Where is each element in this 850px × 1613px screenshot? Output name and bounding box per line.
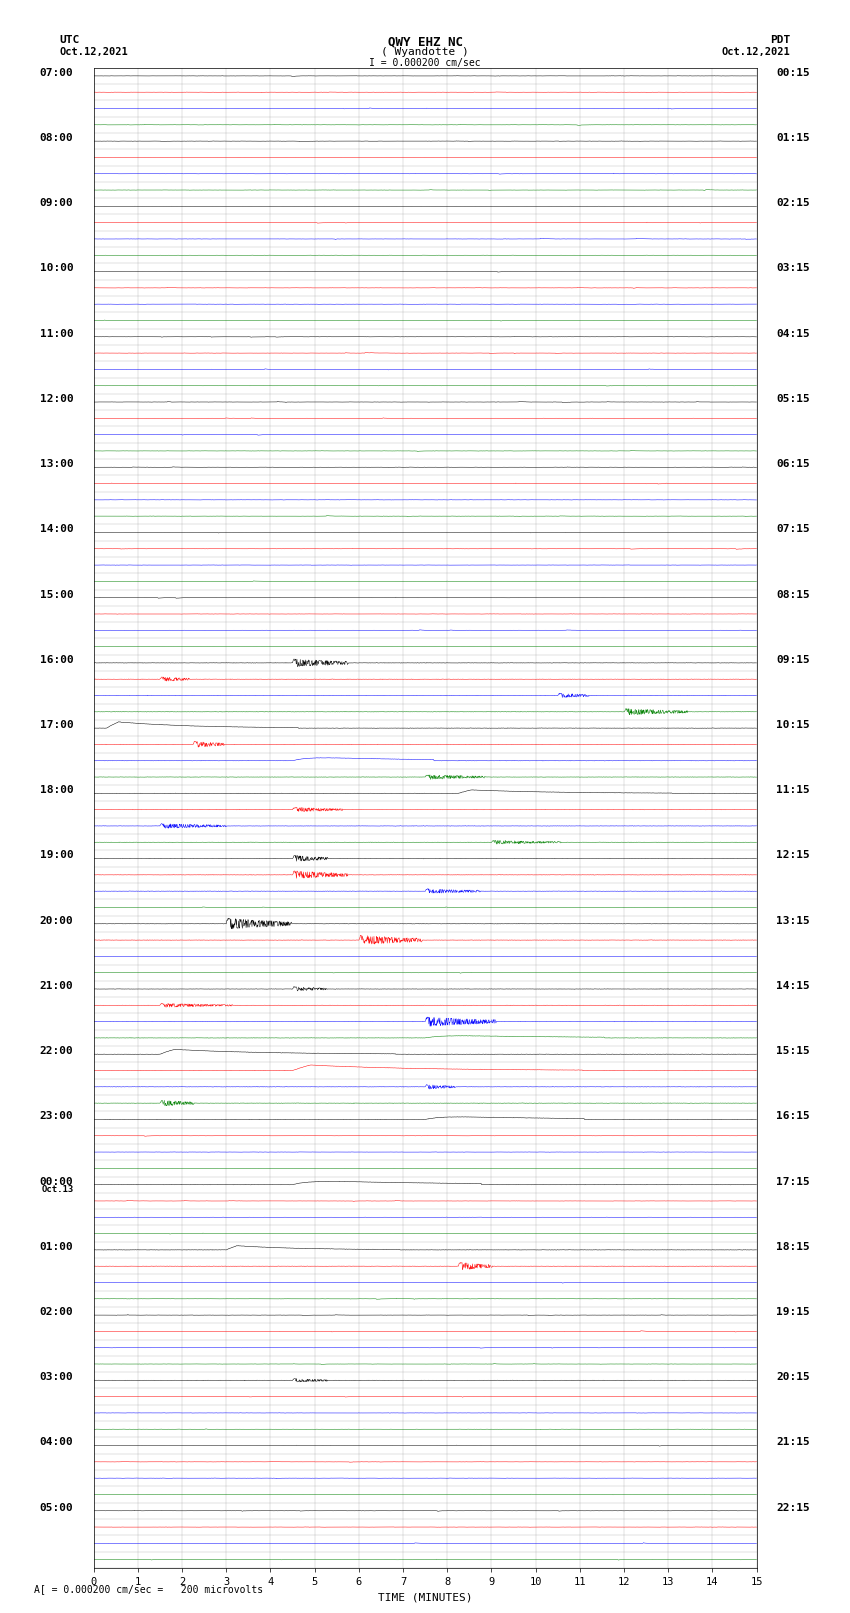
Text: 05:00: 05:00 (40, 1503, 74, 1513)
Text: 11:15: 11:15 (776, 786, 810, 795)
Text: 07:15: 07:15 (776, 524, 810, 534)
Text: A[ = 0.000200 cm/sec =   200 microvolts: A[ = 0.000200 cm/sec = 200 microvolts (34, 1584, 264, 1594)
Text: 16:00: 16:00 (40, 655, 74, 665)
Text: 07:00: 07:00 (40, 68, 74, 77)
Text: 04:15: 04:15 (776, 329, 810, 339)
Text: 03:00: 03:00 (40, 1373, 74, 1382)
Text: 22:15: 22:15 (776, 1503, 810, 1513)
Text: 06:15: 06:15 (776, 460, 810, 469)
Text: 02:15: 02:15 (776, 198, 810, 208)
Text: 03:15: 03:15 (776, 263, 810, 274)
Text: 14:00: 14:00 (40, 524, 74, 534)
Text: I = 0.000200 cm/sec: I = 0.000200 cm/sec (369, 58, 481, 68)
Text: 11:00: 11:00 (40, 329, 74, 339)
Text: QWY EHZ NC: QWY EHZ NC (388, 35, 462, 48)
Text: 12:00: 12:00 (40, 394, 74, 403)
X-axis label: TIME (MINUTES): TIME (MINUTES) (377, 1592, 473, 1602)
Text: 10:15: 10:15 (776, 719, 810, 731)
Text: 14:15: 14:15 (776, 981, 810, 990)
Text: 17:15: 17:15 (776, 1176, 810, 1187)
Text: 09:00: 09:00 (40, 198, 74, 208)
Text: Oct.12,2021: Oct.12,2021 (60, 47, 128, 56)
Text: 16:15: 16:15 (776, 1111, 810, 1121)
Text: 08:00: 08:00 (40, 132, 74, 144)
Text: 00:00: 00:00 (40, 1176, 74, 1187)
Text: 13:00: 13:00 (40, 460, 74, 469)
Text: 09:15: 09:15 (776, 655, 810, 665)
Text: 15:00: 15:00 (40, 589, 74, 600)
Text: 18:00: 18:00 (40, 786, 74, 795)
Text: 20:00: 20:00 (40, 916, 74, 926)
Text: 02:00: 02:00 (40, 1307, 74, 1316)
Text: 12:15: 12:15 (776, 850, 810, 860)
Text: 05:15: 05:15 (776, 394, 810, 403)
Text: 00:15: 00:15 (776, 68, 810, 77)
Text: 23:00: 23:00 (40, 1111, 74, 1121)
Text: Oct.12,2021: Oct.12,2021 (722, 47, 790, 56)
Text: 20:15: 20:15 (776, 1373, 810, 1382)
Text: 01:15: 01:15 (776, 132, 810, 144)
Text: UTC: UTC (60, 35, 80, 45)
Text: Oct.13: Oct.13 (42, 1186, 74, 1195)
Text: 21:15: 21:15 (776, 1437, 810, 1447)
Text: 01:00: 01:00 (40, 1242, 74, 1252)
Text: ( Wyandotte ): ( Wyandotte ) (381, 47, 469, 56)
Text: 21:00: 21:00 (40, 981, 74, 990)
Text: 19:15: 19:15 (776, 1307, 810, 1316)
Text: 22:00: 22:00 (40, 1047, 74, 1057)
Text: 08:15: 08:15 (776, 589, 810, 600)
Text: PDT: PDT (770, 35, 790, 45)
Text: 18:15: 18:15 (776, 1242, 810, 1252)
Text: 10:00: 10:00 (40, 263, 74, 274)
Text: 17:00: 17:00 (40, 719, 74, 731)
Text: 15:15: 15:15 (776, 1047, 810, 1057)
Text: 04:00: 04:00 (40, 1437, 74, 1447)
Text: 19:00: 19:00 (40, 850, 74, 860)
Text: 13:15: 13:15 (776, 916, 810, 926)
